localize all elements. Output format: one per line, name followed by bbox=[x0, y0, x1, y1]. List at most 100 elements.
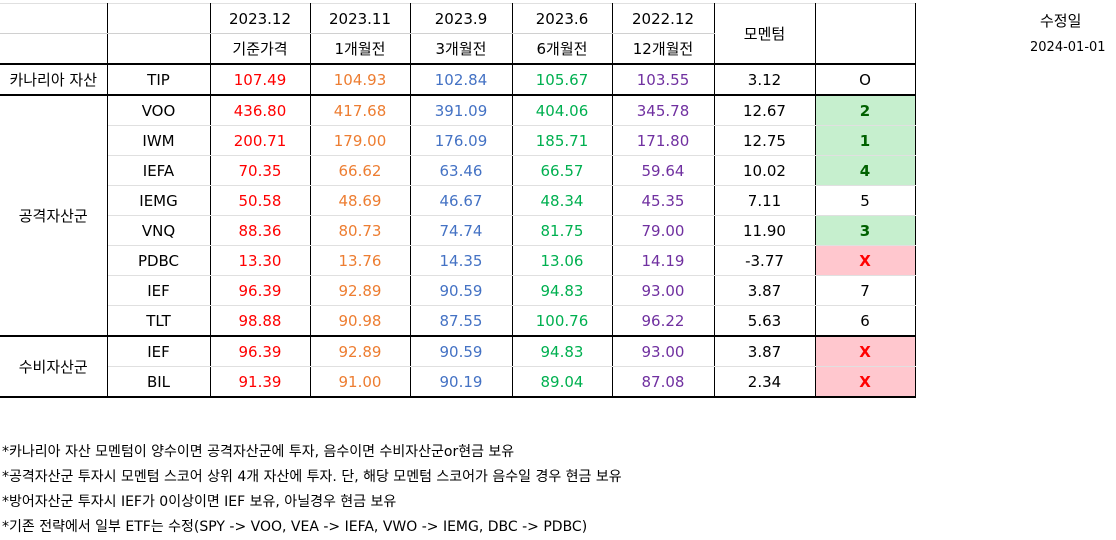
header-period[interactable]: 2023.6 bbox=[511, 3, 613, 34]
momentum-cell[interactable]: 11.90 bbox=[713, 215, 816, 246]
header-period[interactable]: 2022.12 bbox=[611, 3, 715, 34]
momentum-cell[interactable]: 7.11 bbox=[713, 185, 816, 216]
price-cell[interactable]: 98.88 bbox=[209, 305, 311, 337]
price-cell[interactable]: 45.35 bbox=[611, 185, 715, 216]
price-cell[interactable]: 107.49 bbox=[209, 63, 311, 96]
momentum-cell[interactable]: 12.75 bbox=[713, 125, 816, 156]
price-cell[interactable]: 417.68 bbox=[309, 94, 411, 126]
header-rank-cell[interactable] bbox=[814, 3, 916, 65]
group-label-canary[interactable]: 카나리아 자산 bbox=[0, 63, 108, 96]
ticker-cell[interactable]: IEMG bbox=[106, 185, 211, 216]
rank-cell[interactable]: 2 bbox=[814, 94, 916, 126]
ticker-cell[interactable]: TIP bbox=[106, 63, 211, 96]
rank-cell[interactable]: 4 bbox=[814, 155, 916, 186]
note-line[interactable]: *공격자산군 투자시 모멘텀 스코어 상위 4개 자산에 투자. 단, 해당 모… bbox=[2, 469, 622, 485]
price-cell[interactable]: 87.08 bbox=[611, 366, 715, 398]
header-period[interactable]: 2023.12 bbox=[209, 3, 311, 34]
price-cell[interactable]: 93.00 bbox=[611, 275, 715, 306]
price-cell[interactable]: 79.00 bbox=[611, 215, 715, 246]
note-line[interactable]: *카나리아 자산 모멘텀이 양수이면 공격자산군에 투자, 음수이면 수비자산군… bbox=[2, 444, 515, 460]
group-label-defensive[interactable]: 수비자산군 bbox=[0, 335, 108, 398]
price-cell[interactable]: 345.78 bbox=[611, 94, 715, 126]
price-cell[interactable]: 70.35 bbox=[209, 155, 311, 186]
note-line[interactable]: *기존 전략에서 일부 ETF는 수정(SPY -> VOO, VEA -> I… bbox=[2, 519, 588, 535]
ticker-cell[interactable]: BIL bbox=[106, 366, 211, 398]
rank-cell[interactable]: X bbox=[814, 245, 916, 276]
ticker-cell[interactable]: PDBC bbox=[106, 245, 211, 276]
price-cell[interactable]: 89.04 bbox=[511, 366, 613, 398]
price-cell[interactable]: 80.73 bbox=[309, 215, 411, 246]
rank-cell[interactable]: 5 bbox=[814, 185, 916, 216]
rank-cell[interactable]: 7 bbox=[814, 275, 916, 306]
price-cell[interactable]: 48.69 bbox=[309, 185, 411, 216]
price-cell[interactable]: 14.19 bbox=[611, 245, 715, 276]
price-cell[interactable]: 48.34 bbox=[511, 185, 613, 216]
ticker-cell[interactable]: VNQ bbox=[106, 215, 211, 246]
price-cell[interactable]: 103.55 bbox=[611, 63, 715, 96]
momentum-cell[interactable]: -3.77 bbox=[713, 245, 816, 276]
price-cell[interactable]: 185.71 bbox=[511, 125, 613, 156]
price-cell[interactable]: 91.39 bbox=[209, 366, 311, 398]
price-cell[interactable]: 90.98 bbox=[309, 305, 411, 337]
header-empty-cell[interactable] bbox=[0, 3, 108, 34]
header-sublabel[interactable]: 1개월전 bbox=[309, 33, 411, 65]
price-cell[interactable]: 105.67 bbox=[511, 63, 613, 96]
price-cell[interactable]: 90.59 bbox=[409, 335, 513, 367]
header-sublabel[interactable]: 6개월전 bbox=[511, 33, 613, 65]
price-cell[interactable]: 96.39 bbox=[209, 335, 311, 367]
price-cell[interactable]: 81.75 bbox=[511, 215, 613, 246]
rank-cell[interactable]: X bbox=[814, 366, 916, 398]
price-cell[interactable]: 63.46 bbox=[409, 155, 513, 186]
revision-date[interactable]: 2024-01-01 bbox=[1030, 40, 1106, 55]
header-empty-cell[interactable] bbox=[106, 3, 211, 34]
ticker-cell[interactable]: VOO bbox=[106, 94, 211, 126]
price-cell[interactable]: 92.89 bbox=[309, 335, 411, 367]
price-cell[interactable]: 66.57 bbox=[511, 155, 613, 186]
price-cell[interactable]: 13.06 bbox=[511, 245, 613, 276]
price-cell[interactable]: 59.64 bbox=[611, 155, 715, 186]
revision-label[interactable]: 수정일 bbox=[1040, 12, 1082, 30]
header-period[interactable]: 2023.11 bbox=[309, 3, 411, 34]
price-cell[interactable]: 92.89 bbox=[309, 275, 411, 306]
price-cell[interactable]: 87.55 bbox=[409, 305, 513, 337]
ticker-cell[interactable]: IEFA bbox=[106, 155, 211, 186]
ticker-cell[interactable]: IWM bbox=[106, 125, 211, 156]
price-cell[interactable]: 13.76 bbox=[309, 245, 411, 276]
price-cell[interactable]: 93.00 bbox=[611, 335, 715, 367]
ticker-cell[interactable]: IEF bbox=[106, 275, 211, 306]
header-period[interactable]: 2023.9 bbox=[409, 3, 513, 34]
rank-cell[interactable]: 6 bbox=[814, 305, 916, 337]
price-cell[interactable]: 14.35 bbox=[409, 245, 513, 276]
price-cell[interactable]: 91.00 bbox=[309, 366, 411, 398]
ticker-cell[interactable]: IEF bbox=[106, 335, 211, 367]
rank-cell[interactable]: O bbox=[814, 63, 916, 96]
header-sublabel[interactable]: 기준가격 bbox=[209, 33, 311, 65]
rank-cell[interactable]: 3 bbox=[814, 215, 916, 246]
note-line[interactable]: *방어자산군 투자시 IEF가 0이상이면 IEF 보유, 아닐경우 현금 보유 bbox=[2, 494, 397, 510]
price-cell[interactable]: 176.09 bbox=[409, 125, 513, 156]
momentum-cell[interactable]: 12.67 bbox=[713, 94, 816, 126]
price-cell[interactable]: 171.80 bbox=[611, 125, 715, 156]
price-cell[interactable]: 404.06 bbox=[511, 94, 613, 126]
group-label-offensive[interactable]: 공격자산군 bbox=[0, 94, 108, 337]
price-cell[interactable]: 74.74 bbox=[409, 215, 513, 246]
price-cell[interactable]: 46.67 bbox=[409, 185, 513, 216]
price-cell[interactable]: 104.93 bbox=[309, 63, 411, 96]
price-cell[interactable]: 96.39 bbox=[209, 275, 311, 306]
rank-cell[interactable]: X bbox=[814, 335, 916, 367]
price-cell[interactable]: 200.71 bbox=[209, 125, 311, 156]
price-cell[interactable]: 88.36 bbox=[209, 215, 311, 246]
header-sublabel[interactable]: 12개월전 bbox=[611, 33, 715, 65]
price-cell[interactable]: 94.83 bbox=[511, 335, 613, 367]
price-cell[interactable]: 66.62 bbox=[309, 155, 411, 186]
header-sublabel[interactable]: 3개월전 bbox=[409, 33, 513, 65]
momentum-cell[interactable]: 10.02 bbox=[713, 155, 816, 186]
price-cell[interactable]: 94.83 bbox=[511, 275, 613, 306]
header-empty-cell[interactable] bbox=[0, 33, 108, 65]
price-cell[interactable]: 96.22 bbox=[611, 305, 715, 337]
momentum-cell[interactable]: 3.87 bbox=[713, 275, 816, 306]
header-momentum[interactable]: 모멘텀 bbox=[713, 3, 816, 65]
price-cell[interactable]: 50.58 bbox=[209, 185, 311, 216]
price-cell[interactable]: 436.80 bbox=[209, 94, 311, 126]
momentum-cell[interactable]: 3.87 bbox=[713, 335, 816, 367]
